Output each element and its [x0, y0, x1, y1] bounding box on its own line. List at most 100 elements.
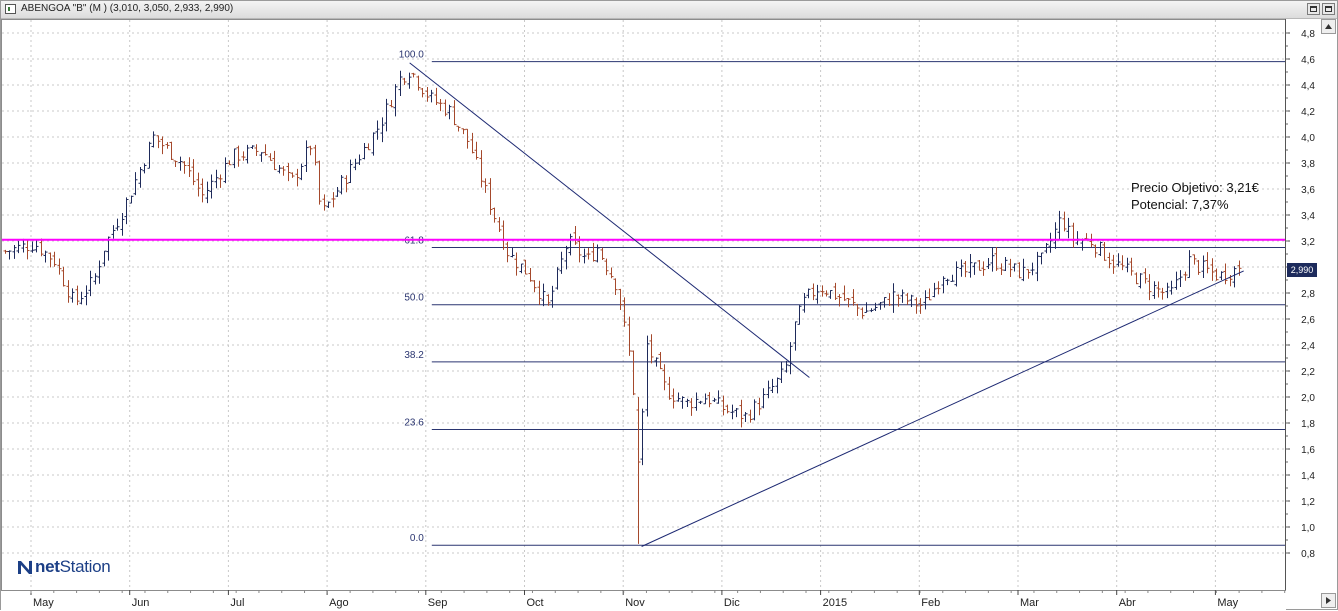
ohlc-bar — [48, 252, 53, 268]
ohlc-bar — [3, 249, 8, 254]
ohlc-bar — [57, 258, 62, 275]
ohlc-bar — [102, 250, 107, 267]
x-tick-label: Nov — [625, 597, 645, 609]
ohlc-bar — [510, 247, 515, 258]
ohlc-bar — [770, 378, 775, 394]
scroll-up-button[interactable] — [1321, 19, 1336, 34]
ohlc-bar — [604, 258, 609, 276]
triangle-up-icon — [1325, 24, 1332, 29]
ohlc-bar — [1044, 243, 1049, 254]
y-tick-label: 4,4 — [1301, 81, 1315, 92]
ohlc-bar — [39, 238, 44, 257]
y-tick-label: 0,8 — [1301, 549, 1315, 560]
ohlc-bar — [667, 376, 672, 400]
ohlc-bar — [308, 145, 313, 156]
ohlc-bar — [640, 408, 645, 466]
fib-level-label: 100.0 — [399, 50, 424, 61]
y-tick-label: 1,2 — [1301, 497, 1315, 508]
ohlc-bar — [1021, 258, 1026, 282]
scroll-right-button[interactable] — [1321, 593, 1336, 608]
ohlc-bar — [344, 175, 349, 193]
y-tick-label: 3,8 — [1301, 159, 1315, 170]
ohlc-bar — [793, 321, 798, 351]
ohlc-bar — [685, 398, 690, 408]
ohlc-bar — [739, 399, 744, 428]
ohlc-bar — [142, 163, 147, 174]
ohlc-bar — [200, 178, 205, 203]
ohlc-bar — [398, 70, 403, 97]
ohlc-bar — [474, 141, 479, 160]
y-tick-label: 2,4 — [1301, 341, 1315, 352]
y-tick-label: 2,2 — [1301, 367, 1315, 378]
ohlc-bar — [272, 150, 277, 171]
ohlc-bar — [900, 289, 905, 303]
logo-text-net: net — [35, 557, 60, 576]
ohlc-bar — [1134, 272, 1139, 285]
ohlc-bar — [393, 84, 398, 117]
ohlc-bar — [326, 201, 331, 208]
ohlc-bar — [1138, 273, 1143, 289]
ohlc-bar — [425, 86, 430, 102]
ohlc-bar — [914, 297, 919, 314]
ohlc-bar — [411, 72, 416, 78]
y-tick-label: 4,6 — [1301, 55, 1315, 66]
ohlc-bar — [12, 245, 17, 259]
ohlc-bar — [429, 89, 434, 103]
fib-level-label: 0.0 — [410, 533, 424, 544]
ohlc-bar — [618, 288, 623, 311]
ohlc-bar — [1008, 258, 1013, 278]
ohlc-bar — [191, 159, 196, 186]
ohlc-bar — [479, 150, 484, 188]
ohlc-bar — [371, 132, 376, 156]
ohlc-bar — [658, 352, 663, 370]
ohlc-bar — [528, 267, 533, 282]
restore-button[interactable] — [1322, 3, 1335, 15]
ohlc-bar — [353, 158, 358, 171]
ohlc-bar — [1210, 258, 1215, 281]
ohlc-bar — [1214, 268, 1219, 281]
ohlc-bar — [205, 181, 210, 204]
ohlc-bar — [514, 252, 519, 276]
ohlc-bar — [187, 157, 192, 177]
ohlc-bar — [492, 207, 497, 223]
x-axis-band — [1, 591, 1286, 611]
ohlc-bar — [779, 361, 784, 384]
ohlc-bars — [3, 70, 1242, 544]
x-tick-label: Dic — [724, 597, 740, 609]
target-price-text: Precio Objetivo: 3,21€ — [1131, 180, 1259, 195]
ohlc-bar — [828, 290, 833, 299]
ohlc-bar — [1223, 263, 1228, 285]
ohlc-bar — [434, 87, 439, 106]
ohlc-bar — [600, 247, 605, 261]
ohlc-bar — [1187, 250, 1192, 279]
ohlc-bar — [784, 360, 789, 373]
ohlc-bar — [1152, 281, 1157, 299]
ohlc-bar — [182, 161, 187, 174]
y-tick-label: 4,2 — [1301, 107, 1315, 118]
ohlc-bar — [694, 392, 699, 411]
ohlc-bar — [66, 280, 71, 303]
ohlc-bar — [541, 283, 546, 307]
ohlc-bar — [1196, 259, 1201, 275]
y-tick-label: 4,8 — [1301, 29, 1315, 40]
ohlc-bar — [88, 270, 93, 297]
ohlc-bar — [497, 217, 502, 233]
ohlc-bar — [79, 291, 84, 305]
ohlc-bar — [986, 258, 991, 269]
ohlc-bar — [339, 174, 344, 195]
ohlc-bar — [523, 259, 528, 275]
ohlc-bar — [25, 238, 30, 260]
potential-text: Potencial: 7,37% — [1131, 197, 1229, 212]
ohlc-bar — [963, 261, 968, 278]
window-title: ABENGOA "B" (M ) (3,010, 3,050, 2,933, 2… — [21, 3, 234, 14]
maximize-button[interactable] — [1307, 3, 1320, 15]
ohlc-bar — [43, 250, 48, 263]
ohlc-bar — [932, 282, 937, 298]
ohlc-bar — [461, 128, 466, 135]
ohlc-bar — [689, 398, 694, 416]
ohlc-bar — [815, 284, 820, 304]
restore-icon — [1325, 6, 1332, 12]
ohlc-bar — [631, 350, 636, 396]
ohlc-bar — [990, 247, 995, 272]
ohlc-bar — [725, 404, 730, 414]
